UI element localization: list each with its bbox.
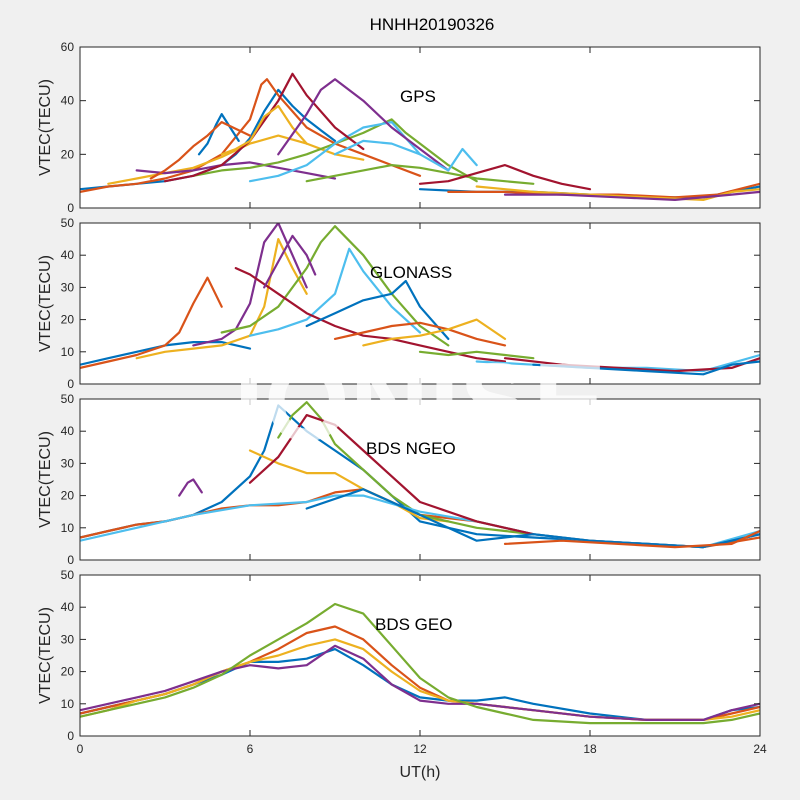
panel-glonass: 0 10 20 30 40 50 VTEC(TECU) <box>37 216 761 391</box>
y-tick-label: 20 <box>61 489 75 503</box>
series-line <box>447 182 760 199</box>
series-line <box>418 350 535 360</box>
series-line <box>197 112 240 156</box>
series-line <box>362 318 507 347</box>
watermark: IONISE <box>234 341 607 464</box>
y-tick-label: 0 <box>67 729 74 743</box>
figure-title: HNHH20190326 <box>370 15 495 34</box>
y-tick-label: 30 <box>61 632 75 646</box>
y-tick-label: 30 <box>61 280 75 294</box>
panel-bds-ngeo: 0 10 20 30 40 50 VTEC(TECU) <box>37 392 761 567</box>
series-line <box>80 276 223 369</box>
y-tick-label: 30 <box>61 456 75 470</box>
y-tick-label: 10 <box>61 697 75 711</box>
panel-gps: 0 20 40 60 VTEC(TECU) <box>37 40 761 215</box>
series-line <box>248 449 450 523</box>
series-line <box>149 120 252 180</box>
panel-label-glonass: GLONASS <box>370 263 452 282</box>
y-tick-label: 0 <box>67 553 74 567</box>
y-tick-label: 20 <box>61 313 75 327</box>
x-axis-label: UT(h) <box>400 764 441 781</box>
series-line <box>248 414 535 536</box>
y-tick-label: 10 <box>61 345 75 359</box>
panel-bds-geo: 0 10 20 30 40 50 0 6 12 18 24 VTEC(TECU) <box>37 568 767 756</box>
y-tick-label: 0 <box>67 201 74 215</box>
y-tick-label: 40 <box>61 248 75 262</box>
series-line <box>305 164 535 185</box>
plot-area <box>80 575 760 736</box>
x-tick-label: 12 <box>413 742 427 756</box>
series-line <box>135 161 337 180</box>
y-tick-label: 0 <box>67 377 74 391</box>
series-line <box>163 72 365 183</box>
series-group <box>80 223 760 376</box>
plot-area <box>80 47 760 208</box>
series-line <box>220 104 308 156</box>
panel-label-bds-ngeo: BDS NGEO <box>366 439 456 458</box>
series-group <box>80 602 760 725</box>
x-tick-label: 18 <box>583 742 597 756</box>
y-tick-label: 60 <box>61 40 75 54</box>
x-tick-label: 6 <box>247 742 254 756</box>
panels: 0204060VTEC(TECU)01020304050VTEC(TECU)01… <box>37 40 767 756</box>
series-line <box>192 223 308 347</box>
series-line <box>277 401 535 536</box>
series-line <box>80 78 422 193</box>
series-line <box>418 164 592 191</box>
y-axis-label: VTEC(TECU) <box>37 431 54 528</box>
series-line <box>178 478 203 497</box>
series-line <box>475 185 760 201</box>
y-tick-label: 40 <box>61 600 75 614</box>
y-tick-label: 40 <box>61 424 75 438</box>
y-tick-label: 40 <box>61 94 75 108</box>
panel-label-gps: GPS <box>400 87 436 106</box>
y-axis-label: VTEC(TECU) <box>37 607 54 704</box>
y-tick-label: 20 <box>61 147 75 161</box>
x-tick-label: 24 <box>753 742 767 756</box>
y-tick-label: 10 <box>61 521 75 535</box>
series-line <box>503 357 760 373</box>
series-line <box>248 120 422 183</box>
series-line <box>263 234 317 289</box>
series-line <box>532 360 760 376</box>
series-line <box>80 602 760 725</box>
y-tick-label: 50 <box>61 216 75 230</box>
y-axis-label: VTEC(TECU) <box>37 79 54 176</box>
series-line <box>333 139 478 172</box>
series-line <box>220 225 450 347</box>
series-line <box>305 279 450 340</box>
series-line <box>80 644 760 722</box>
series-group <box>80 72 760 201</box>
panel-label-bds-geo: BDS GEO <box>375 615 452 634</box>
y-tick-label: 20 <box>61 665 75 679</box>
series-line <box>503 190 760 201</box>
series-line <box>333 321 507 347</box>
series-line <box>248 247 422 337</box>
y-tick-label: 50 <box>61 568 75 582</box>
series-line <box>503 529 760 549</box>
x-tick-label: 0 <box>77 742 84 756</box>
series-line <box>277 78 450 172</box>
series-group <box>80 401 760 549</box>
y-tick-label: 50 <box>61 392 75 406</box>
y-axis-label: VTEC(TECU) <box>37 255 54 352</box>
